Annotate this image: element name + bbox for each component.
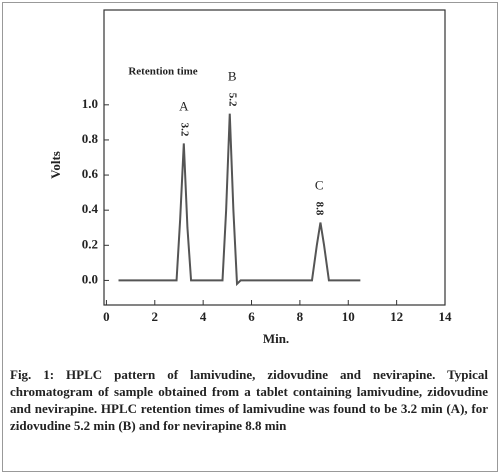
x-tick-label: 14 [439,309,453,324]
peak-name: B [228,69,237,84]
x-tick-label: 10 [342,309,355,324]
x-tick-label: 2 [152,309,159,324]
y-tick-label: 0.8 [82,131,99,146]
x-tick-label: 6 [248,309,255,324]
peak-time: 3.2 [178,123,190,137]
peak-time: 8.8 [314,202,326,216]
y-tick-label: 0.0 [82,271,98,286]
trace [118,113,361,287]
y-tick-label: 0.4 [82,201,99,216]
plot-frame [103,9,446,306]
x-tick-label: 0 [103,309,110,324]
peak-time: 5.2 [227,93,239,107]
x-tick-label: 8 [297,309,304,324]
y-tick-label: 1.0 [82,96,98,111]
caption: Fig. 1: HPLC pattern of lamivudine, zido… [10,367,488,433]
chart: Retention time Min. Volts 0.0 0.2 0.4 0.6 0.… [48,9,453,346]
y-tick-label: 0.2 [82,236,98,251]
x-tick-label: 4 [200,309,207,324]
y-tick-label: 0.6 [82,166,99,181]
y-axis-label: Volts [48,151,63,179]
x-tick-label: 12 [390,309,403,324]
chart-title: Retention time [128,66,197,78]
x-axis-label: Min. [263,331,289,346]
peak-name: C [315,177,324,192]
peak-name: A [179,98,189,113]
